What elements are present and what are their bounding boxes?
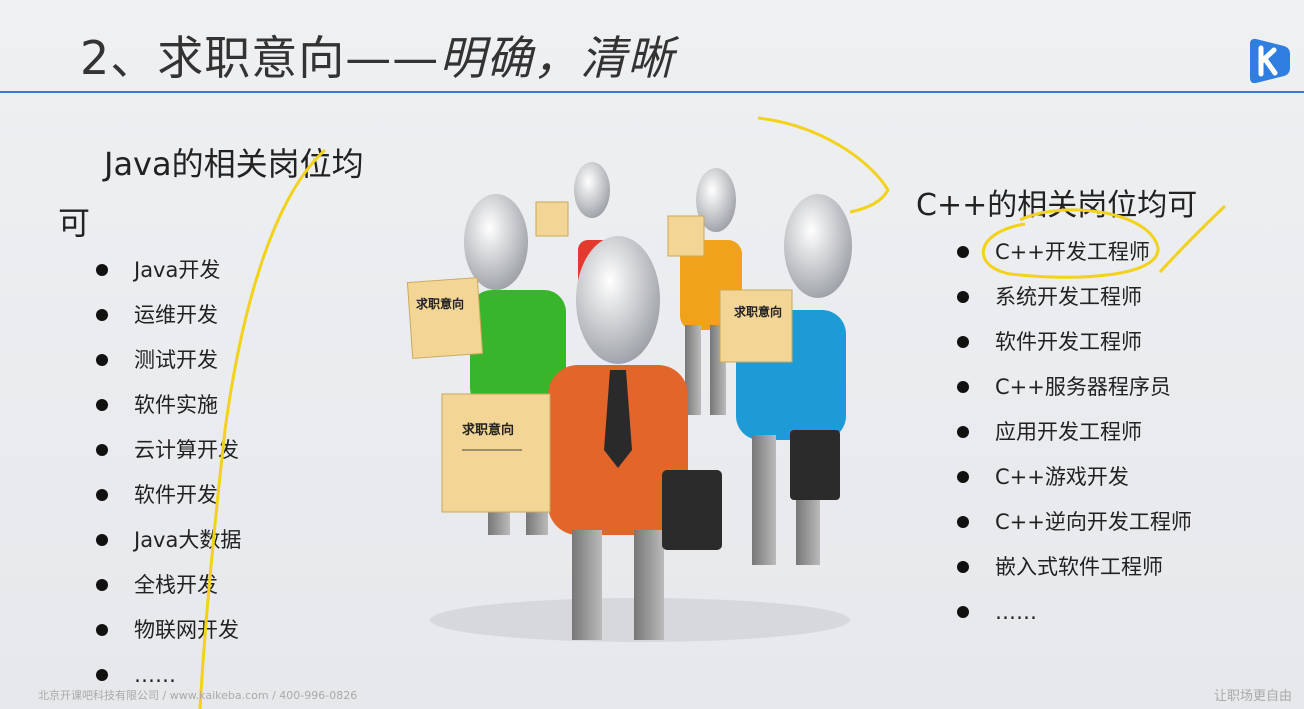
list-item: C++逆向开发工程师 [957, 500, 1192, 545]
cpp-heading: C++的相关岗位均可 [916, 188, 1198, 223]
list-item: 应用开发工程师 [957, 410, 1192, 455]
sign-text: 求职意向 [462, 422, 514, 438]
footer-slogan: 让职场更自由 [1213, 689, 1292, 704]
slide-title: 2、求职意向——明确，清晰 [80, 22, 674, 88]
bullet-icon [96, 444, 108, 456]
bullet-icon [96, 579, 108, 591]
list-item: C++开发工程师 [957, 230, 1192, 275]
title-emphasis: 明确，清晰 [439, 31, 675, 85]
list-item: 软件开发工程师 [957, 320, 1192, 365]
bullet-icon [957, 426, 969, 438]
bullet-icon [96, 489, 108, 501]
list-item: 全栈开发 [96, 563, 241, 608]
kaikeba-logo-icon [1250, 38, 1290, 84]
bullet-icon [957, 561, 969, 573]
bullet-icon [96, 309, 108, 321]
list-item: 软件实施 [96, 383, 241, 428]
bullet-icon [957, 336, 969, 348]
list-item: 物联网开发 [96, 608, 241, 653]
list-item: 软件开发 [96, 473, 241, 518]
sign-text: 求职意向 [734, 304, 782, 319]
cpp-job-list: C++开发工程师 系统开发工程师 软件开发工程师 C++服务器程序员 应用开发工… [957, 230, 1192, 635]
bullet-icon [957, 291, 969, 303]
sign-text: 求职意向 [416, 296, 464, 311]
bullet-icon [957, 246, 969, 258]
bullet-icon [957, 606, 969, 618]
bullet-icon [96, 264, 108, 276]
bullet-icon [96, 624, 108, 636]
java-heading: Java的相关岗位均 [104, 145, 364, 183]
list-item: Java大数据 [96, 518, 241, 563]
bullet-icon [96, 354, 108, 366]
list-item: Java开发 [96, 248, 241, 293]
title-main: 2、求职意向—— [80, 31, 440, 85]
list-item: …… [957, 590, 1192, 635]
job-seekers-illustration: 求职意向 求职意向 求职意向 [406, 162, 852, 642]
list-item: …… [96, 653, 241, 698]
bullet-icon [957, 471, 969, 483]
list-item: C++服务器程序员 [957, 365, 1192, 410]
bullet-icon [96, 669, 108, 681]
java-job-list: Java开发 运维开发 测试开发 软件实施 云计算开发 软件开发 Java大数据… [96, 248, 241, 698]
bullet-icon [957, 516, 969, 528]
bullet-icon [96, 399, 108, 411]
list-item: 测试开发 [96, 338, 241, 383]
java-heading-cont: 可 [58, 204, 91, 242]
list-item: 云计算开发 [96, 428, 241, 473]
figure-orange: 求职意向 [441, 236, 722, 640]
bullet-icon [957, 381, 969, 393]
title-divider [0, 91, 1304, 93]
list-item: 嵌入式软件工程师 [957, 545, 1192, 590]
list-item: 系统开发工程师 [957, 275, 1192, 320]
list-item: 运维开发 [96, 293, 241, 338]
figure-blue: 求职意向 [719, 194, 852, 565]
bullet-icon [96, 534, 108, 546]
footer-company-info: 北京开课吧科技有限公司 / www.kaikeba.com / 400-996-… [38, 689, 358, 702]
list-item: C++游戏开发 [957, 455, 1192, 500]
